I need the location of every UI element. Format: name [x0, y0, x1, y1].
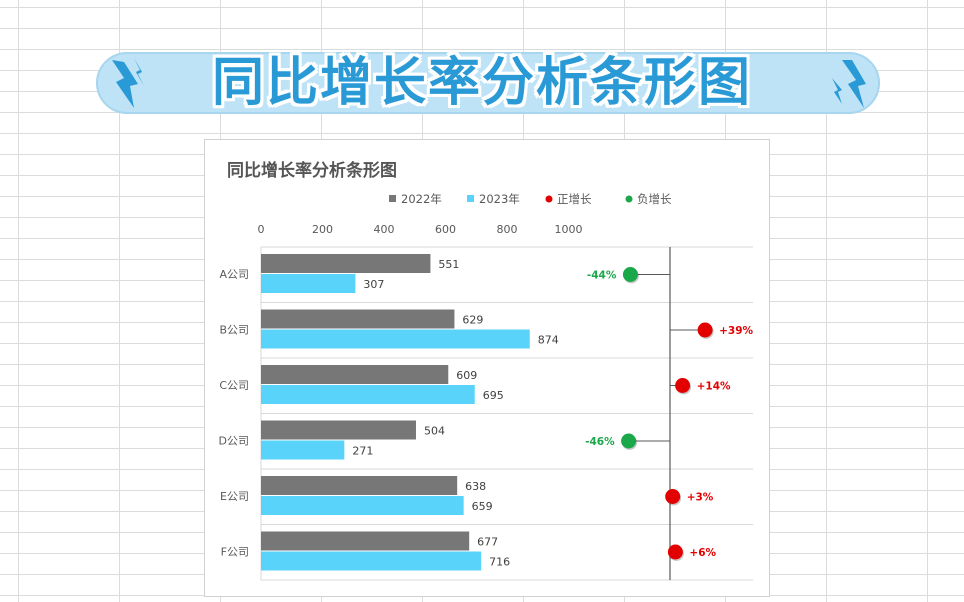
bar-2023	[261, 385, 475, 404]
category-label: E公司	[220, 490, 249, 503]
x-tick-label: 800	[497, 223, 518, 236]
bar-2022	[261, 365, 449, 384]
growth-rate-label: +3%	[687, 492, 714, 504]
legend-marker-1	[467, 195, 474, 202]
bar-2022-value-label: 609	[456, 369, 477, 382]
bar-2022-value-label: 629	[462, 314, 483, 327]
x-tick-label: 200	[312, 223, 333, 236]
category-label: D公司	[219, 435, 249, 448]
x-tick-label: 600	[435, 223, 456, 236]
bar-2023	[261, 329, 530, 349]
bar-2023-value-label: 716	[489, 556, 510, 569]
growth-rate-label: -44%	[587, 270, 617, 282]
bar-2023-value-label: 874	[538, 334, 559, 347]
bar-2023-value-label: 695	[483, 389, 504, 402]
category-label: F公司	[221, 546, 249, 559]
category-label: C公司	[219, 379, 249, 392]
negative-growth-dot	[621, 433, 637, 449]
bar-2022-value-label: 504	[424, 425, 445, 438]
legend-label-1: 2023年	[479, 192, 520, 206]
legend-label-2: 正增长	[557, 192, 592, 206]
lightning-bolt-icon	[112, 58, 144, 108]
x-tick-label: 1000	[555, 223, 583, 236]
banner-title: 同比增长率分析条形图	[211, 53, 752, 113]
title-banner	[96, 52, 880, 114]
bar-2023	[261, 496, 464, 515]
bar-2022-value-label: 677	[477, 536, 498, 549]
bar-2022	[261, 309, 455, 329]
chart-card: 同比增长率分析条形图 2022年 2023年 正增长 负增长 0 200 400 600 80…	[204, 139, 770, 597]
bar-2022	[261, 531, 470, 551]
x-tick-label: 0	[258, 223, 265, 236]
growth-rate-label: -46%	[585, 436, 615, 448]
bar-2022-value-label: 551	[438, 258, 459, 271]
positive-growth-dot	[697, 322, 713, 338]
legend: 2022年 2023年 正增长 负增长	[389, 192, 672, 206]
growth-rate-label: +39%	[719, 325, 753, 337]
growth-rate-label: +14%	[697, 381, 731, 393]
growth-bar-chart: 同比增长率分析条形图 2022年 2023年 正增长 负增长 0 200 400 600 80…	[219, 160, 754, 581]
bar-2022	[261, 254, 431, 273]
bar-2022	[261, 476, 458, 495]
bar-2022	[261, 420, 416, 440]
positive-growth-dot	[665, 489, 681, 504]
legend-label-3: 负增长	[637, 192, 672, 206]
category-label: B公司	[219, 324, 249, 337]
x-tick-label: 400	[374, 223, 395, 236]
bar-2023-value-label: 307	[363, 278, 384, 291]
bar-2023	[261, 440, 345, 460]
growth-rate-label: +6%	[689, 547, 716, 559]
category-label: A公司	[219, 268, 249, 281]
negative-growth-dot	[622, 267, 638, 282]
legend-label-0: 2022年	[401, 192, 442, 206]
positive-growth-dot	[667, 544, 683, 560]
positive-growth-dot	[675, 378, 691, 393]
bar-2023-value-label: 271	[352, 445, 373, 458]
bar-2023-value-label: 659	[472, 500, 493, 513]
legend-marker-0	[389, 195, 396, 202]
bar-2023	[261, 274, 356, 293]
plot-area: A公司 551 307 -44% B公司 629 874 +39% C公司 609 695 +14% D…	[219, 246, 754, 581]
chart-title: 同比增长率分析条形图	[227, 160, 397, 181]
lightning-bolt-icon	[832, 60, 866, 108]
bar-2022-value-label: 638	[465, 480, 486, 493]
bar-2023	[261, 551, 482, 571]
legend-marker-3	[625, 195, 633, 203]
legend-marker-2	[545, 195, 553, 203]
x-axis-ticks: 0 200 400 600 800 1000	[258, 223, 583, 236]
